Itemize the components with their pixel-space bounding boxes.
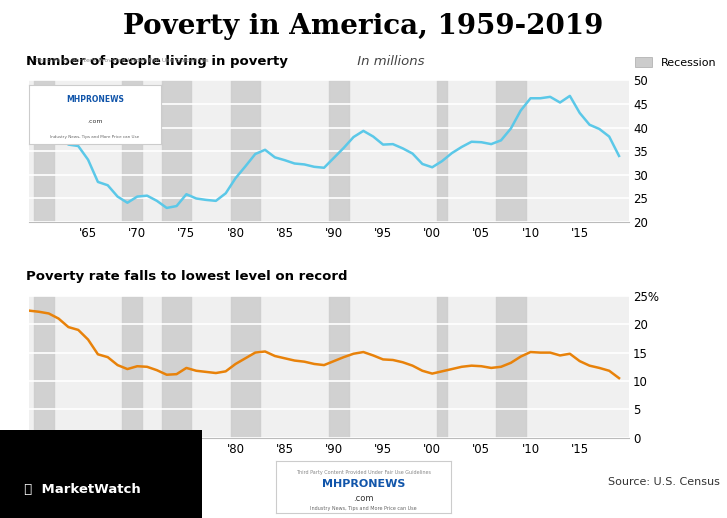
Text: Third Party Content Provided Under Fair Use Guidelines: Third Party Content Provided Under Fair … — [296, 470, 431, 476]
Bar — [162, 80, 191, 222]
Text: .com: .com — [353, 494, 374, 503]
Bar — [496, 80, 526, 222]
Text: Ⓦ  MarketWatch: Ⓦ MarketWatch — [15, 483, 150, 496]
Bar — [230, 80, 260, 222]
Text: Poverty rate falls to lowest level on record: Poverty rate falls to lowest level on re… — [26, 270, 348, 283]
Bar — [230, 296, 260, 438]
Text: In millions: In millions — [353, 55, 425, 68]
Bar — [437, 296, 447, 438]
Text: Industry News, Tips and More Price can Use: Industry News, Tips and More Price can U… — [310, 506, 417, 511]
Text: MHPRONEWS: MHPRONEWS — [322, 479, 405, 490]
Bar — [329, 80, 349, 222]
Legend: Recession: Recession — [635, 57, 716, 68]
Text: Number of people living in poverty: Number of people living in poverty — [26, 55, 288, 68]
Bar — [34, 296, 54, 438]
Bar — [329, 296, 349, 438]
Bar — [496, 296, 526, 438]
Bar — [34, 80, 54, 222]
Text: Source: U.S. Census: Source: U.S. Census — [608, 477, 720, 487]
Text: Third Party Content Provided Under Fair Use Guidelines: Third Party Content Provided Under Fair … — [35, 57, 209, 63]
Bar — [122, 296, 142, 438]
Bar — [437, 80, 447, 222]
Bar — [122, 80, 142, 222]
Bar — [162, 296, 191, 438]
Text: Poverty in America, 1959-2019: Poverty in America, 1959-2019 — [124, 13, 603, 40]
